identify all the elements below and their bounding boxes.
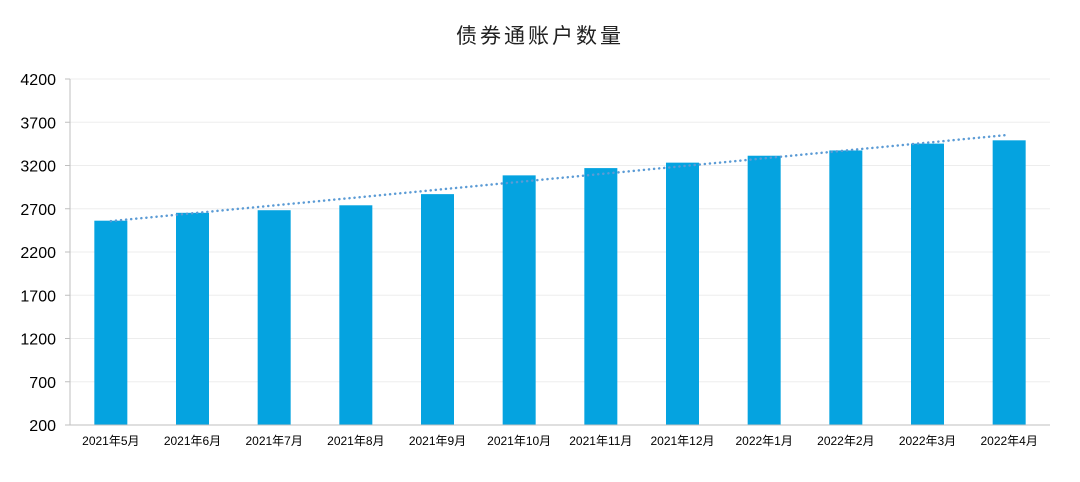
x-tick-label: 2021年8月 (327, 434, 384, 448)
y-tick-label: 4200 (20, 72, 56, 89)
bar (421, 194, 454, 425)
y-tick-label: 1200 (20, 332, 56, 349)
y-tick-label: 1700 (20, 288, 56, 305)
x-tick-label: 2022年4月 (980, 434, 1037, 448)
x-tick-label: 2022年1月 (735, 434, 792, 448)
bar (829, 150, 863, 425)
x-tick-label: 2021年9月 (409, 434, 466, 448)
bar (584, 168, 618, 425)
x-tick-label: 2021年11月 (569, 434, 632, 448)
bar (339, 205, 373, 425)
bar (666, 162, 699, 425)
bar (747, 155, 781, 425)
trendline (109, 133, 1011, 223)
chart-title: 债券通账户数量 (456, 24, 624, 48)
bar (992, 140, 1026, 426)
y-tick-label: 3700 (20, 115, 56, 132)
x-tick-label: 2021年7月 (245, 434, 302, 448)
y-tick-label: 200 (29, 418, 56, 435)
x-tick-label: 2021年10月 (487, 434, 551, 448)
y-tick-label: 2700 (20, 202, 56, 219)
x-tick-label: 2021年5月 (82, 434, 139, 448)
bar (176, 212, 209, 425)
x-tick-label: 2022年3月 (899, 434, 956, 448)
bar (94, 220, 128, 425)
x-tick-label: 2022年2月 (817, 434, 874, 448)
bar (502, 175, 536, 425)
x-tick-label: 2021年12月 (650, 434, 714, 448)
y-tick-label: 2200 (20, 245, 56, 262)
y-tick-label: 3200 (20, 159, 56, 176)
y-tick-label: 700 (29, 375, 56, 392)
bar (911, 143, 944, 426)
x-tick-label: 2021年6月 (164, 434, 221, 448)
bar (257, 210, 291, 425)
